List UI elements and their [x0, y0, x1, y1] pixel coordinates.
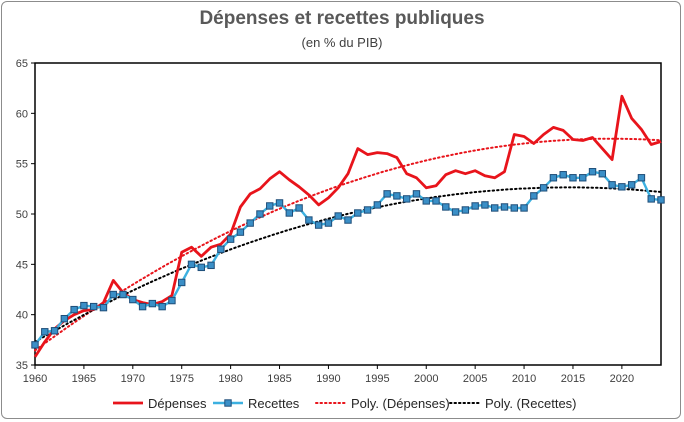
recettes-point — [129, 295, 137, 304]
recettes-point — [178, 278, 186, 287]
recettes-point — [627, 181, 636, 189]
legend-label-depenses: Dépenses — [148, 396, 207, 411]
chart-subtitle: (en % du PIB) — [301, 35, 383, 50]
trendline-depenses — [34, 137, 662, 352]
recettes-point — [295, 204, 303, 212]
x-tick-label: 2010 — [512, 373, 536, 385]
recettes-point — [530, 192, 538, 200]
recettes-point — [500, 203, 509, 211]
recettes-point — [383, 190, 391, 198]
recettes-point — [217, 245, 225, 253]
recettes-point — [41, 328, 49, 336]
trendline-recettes — [34, 186, 662, 343]
recettes-point — [50, 327, 59, 335]
x-tick-label: 2020 — [610, 373, 634, 385]
recettes-point — [119, 290, 127, 299]
recettes-point — [275, 199, 284, 207]
recettes-point — [334, 212, 342, 220]
recettes-point — [314, 221, 323, 229]
x-tick-label: 1970 — [121, 373, 145, 385]
recettes-point — [363, 206, 372, 214]
legend-label-poly-depenses: Poly. (Dépenses) — [351, 396, 450, 411]
recettes-point — [579, 174, 587, 182]
recettes-point — [266, 202, 274, 210]
recettes-point — [256, 210, 264, 218]
recettes-point — [647, 195, 655, 203]
recettes-point — [608, 181, 616, 189]
recettes-point — [207, 261, 215, 270]
recettes-point — [187, 260, 196, 269]
recettes-point — [60, 314, 69, 323]
x-tick-label: 1980 — [218, 373, 242, 385]
x-tick-label: 2005 — [463, 373, 487, 385]
recettes-point — [168, 296, 176, 305]
recettes-point — [148, 299, 157, 308]
y-tick-label: 65 — [16, 58, 28, 70]
recettes-point — [236, 228, 245, 236]
y-tick-label: 55 — [16, 159, 28, 171]
recettes-point — [158, 302, 166, 311]
recettes-point — [432, 197, 440, 205]
recettes-point — [354, 209, 362, 217]
recettes-point — [451, 208, 460, 216]
x-tick-label: 2015 — [561, 373, 585, 385]
recettes-point — [109, 290, 117, 299]
recettes-point — [549, 174, 558, 182]
recettes-point — [510, 204, 518, 212]
recettes-point — [402, 195, 411, 203]
recettes-point — [89, 302, 98, 311]
recettes-point — [412, 190, 421, 198]
recettes-point — [246, 219, 254, 227]
recettes-point — [422, 197, 430, 205]
y-tick-label: 35 — [16, 360, 28, 372]
x-tick-label: 1965 — [72, 373, 96, 385]
y-tick-label: 45 — [16, 259, 28, 271]
recettes-point — [618, 183, 626, 191]
legend-marker-recettes — [224, 399, 232, 407]
recettes-point — [197, 263, 205, 272]
recettes-point — [559, 171, 567, 179]
recettes-point — [569, 174, 577, 182]
recettes-point — [491, 204, 499, 212]
chart-title: Dépenses et recettes publiques — [199, 8, 485, 29]
recettes-point — [285, 209, 294, 217]
legend-label-poly-recettes: Poly. (Recettes) — [485, 396, 577, 411]
recettes-point — [588, 168, 597, 176]
recettes-point — [657, 196, 665, 204]
recettes-point — [471, 202, 479, 210]
recettes-point — [344, 216, 352, 224]
x-tick-label: 1975 — [169, 373, 193, 385]
recettes-point — [70, 305, 78, 314]
recettes-point — [31, 341, 39, 349]
x-tick-label: 1985 — [267, 373, 291, 385]
recettes-point — [539, 184, 548, 192]
y-tick-label: 40 — [16, 310, 28, 322]
recettes-point — [461, 206, 470, 214]
series-line-recettes — [34, 170, 662, 346]
y-tick-label: 50 — [16, 209, 28, 221]
recettes-point — [99, 303, 108, 312]
recettes-point — [138, 302, 147, 311]
x-tick-label: 1990 — [316, 373, 340, 385]
recettes-point — [598, 170, 607, 178]
recettes-point — [373, 201, 382, 209]
x-tick-label: 1960 — [23, 373, 47, 385]
legend-label-recettes: Recettes — [248, 396, 300, 411]
recettes-point — [80, 301, 88, 310]
y-tick-label: 60 — [16, 108, 28, 120]
recettes-point — [226, 235, 235, 243]
recettes-point — [442, 203, 450, 211]
x-tick-label: 2000 — [414, 373, 438, 385]
recettes-point — [305, 216, 313, 224]
recettes-point — [324, 219, 333, 227]
recettes-point — [637, 174, 646, 182]
recettes-point — [481, 201, 489, 209]
x-tick-label: 1995 — [365, 373, 389, 385]
recettes-point — [393, 192, 401, 200]
series-line-depenses — [33, 94, 662, 358]
recettes-point — [520, 204, 528, 212]
